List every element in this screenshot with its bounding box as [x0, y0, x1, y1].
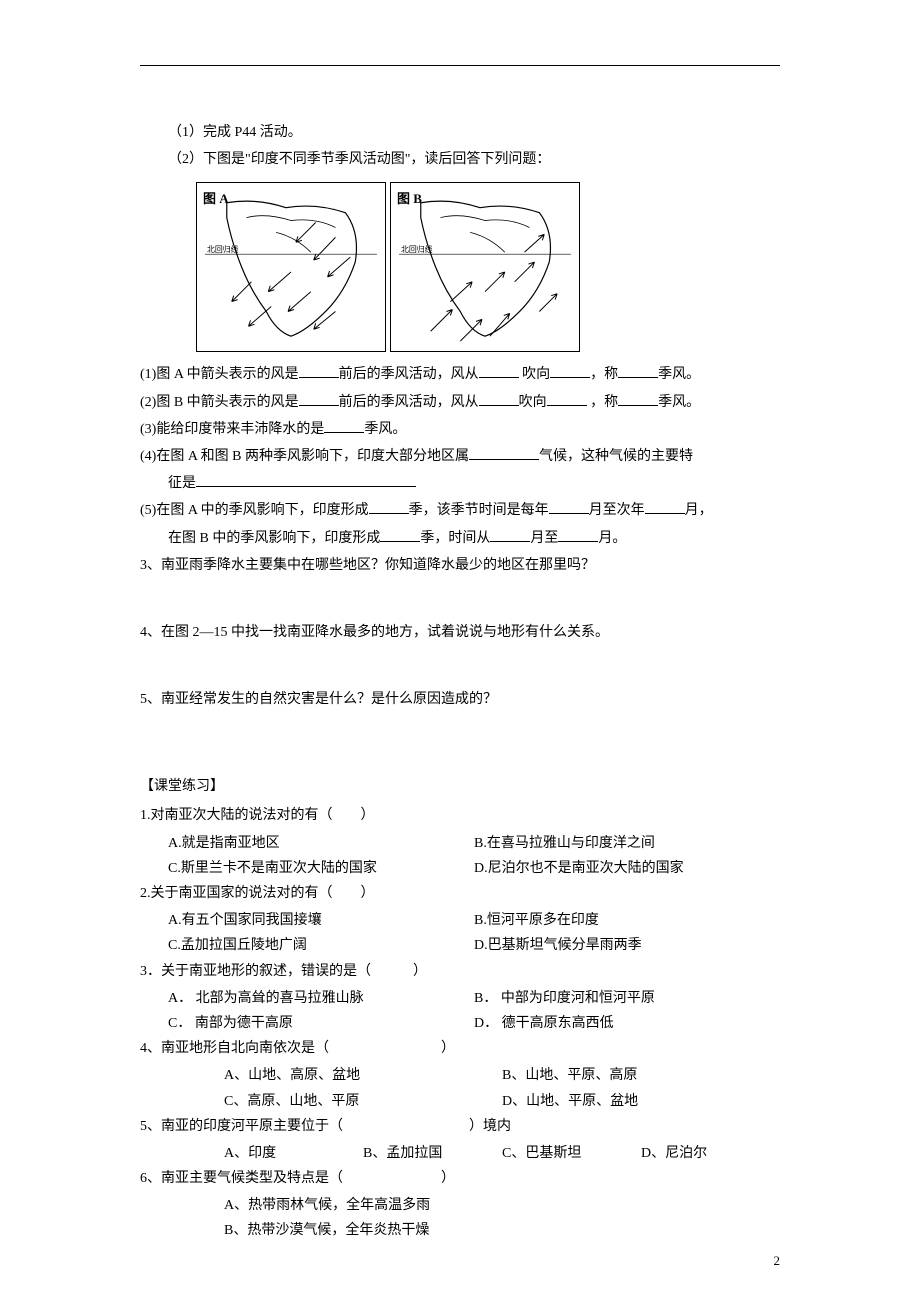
intro-line-1: （1）完成 P44 活动。	[140, 120, 780, 145]
intro-line-2: （2）下图是"印度不同季节季风活动图"，读后回答下列问题：	[140, 147, 780, 172]
practice-q3-stem: 3．关于南亚地形的叙述，错误的是（ ）	[140, 959, 780, 984]
q2-opt-d: D.巴基斯坦气候分旱雨两季	[474, 933, 780, 958]
q2-opt-c: C.孟加拉国丘陵地广阔	[168, 933, 474, 958]
blank	[550, 363, 590, 378]
blank	[479, 390, 519, 405]
q4-opt-b: B、山地、平原、高原	[502, 1063, 780, 1088]
q1-opt-c: C.斯里兰卡不是南亚次大陆的国家	[168, 856, 474, 881]
q5-opt-a: A、印度	[224, 1141, 363, 1166]
q4-text-c: 征是	[168, 476, 196, 491]
open-q5: 5、南亚经常发生的自然灾害是什么？是什么原因造成的？	[140, 687, 780, 712]
practice-q1-stem: 1.对南亚次大陆的说法对的有（ ）	[140, 803, 780, 828]
q1-text-c: 吹向	[519, 367, 551, 382]
open-q3: 3、南亚雨季降水主要集中在哪些地区？你知道降水最少的地区在那里吗？	[140, 553, 780, 578]
q1-text-e: 季风。	[658, 367, 700, 382]
blank	[380, 526, 420, 541]
blank	[645, 499, 685, 514]
q3-text-a: (3)能给印度带来丰沛降水的是	[140, 422, 324, 437]
blank	[299, 363, 339, 378]
document-body: （1）完成 P44 活动。 （2）下图是"印度不同季节季风活动图"，读后回答下列…	[140, 120, 780, 1244]
q3-opt-c: C． 南部为德干高原	[168, 1011, 474, 1036]
q3-opt-b: B． 中部为印度河和恒河平原	[474, 986, 780, 1011]
blank	[324, 417, 364, 432]
q5-opt-d: D、尼泊尔	[641, 1141, 780, 1166]
fill-q4-cont: 征是	[140, 471, 780, 496]
maps-figure: 图 A 北回归线 图 B	[196, 182, 780, 352]
q4-text-b: 气候，这种气候的主要特	[539, 449, 693, 464]
blank	[490, 526, 530, 541]
q4-text-a: (4)在图 A 和图 B 两种季风影响下，印度大部分地区属	[140, 449, 469, 464]
fill-q3: (3)能给印度带来丰沛降水的是 季风。	[140, 417, 780, 442]
q5-text-g: 月至	[530, 531, 558, 546]
q1-text-d: ，称	[590, 367, 618, 382]
q4-opt-c: C、高原、山地、平原	[224, 1089, 502, 1114]
q2-text-a: (2)图 B 中箭头表示的风是	[140, 395, 299, 410]
practice-q2-stem: 2.关于南亚国家的说法对的有（ ）	[140, 881, 780, 906]
practice-title: 【课堂练习】	[140, 774, 780, 799]
practice-q4-stem: 4、南亚地形自北向南依次是（ ）	[140, 1036, 780, 1061]
practice-q5-stem: 5、南亚的印度河平原主要位于（ ）境内	[140, 1114, 780, 1139]
map-b-label: 图 B	[397, 187, 422, 210]
practice-q5-options: A、印度 B、孟加拉国 C、巴基斯坦 D、尼泊尔	[140, 1141, 780, 1166]
fill-q2: (2)图 B 中箭头表示的风是 前后的季风活动，风从 吹向 ，称 季风。	[140, 390, 780, 415]
fill-q5: (5)在图 A 中的季风影响下，印度形成 季，该季节时间是每年 月至次年 月，	[140, 498, 780, 523]
q2-text-d: ，称	[587, 395, 619, 410]
fill-q4: (4)在图 A 和图 B 两种季风影响下，印度大部分地区属 气候，这种气候的主要特	[140, 444, 780, 469]
q1-text-a: (1)图 A 中箭头表示的风是	[140, 367, 299, 382]
practice-q1-options: A.就是指南亚地区 B.在喜马拉雅山与印度洋之间 C.斯里兰卡不是南亚次大陆的国…	[140, 831, 780, 881]
q1-text-b: 前后的季风活动，风从	[339, 367, 479, 382]
q2-text-e: 季风。	[658, 395, 700, 410]
map-b-box: 图 B 北回归线	[390, 182, 580, 352]
q1-opt-a: A.就是指南亚地区	[168, 831, 474, 856]
q5-text-f: 季，时间从	[420, 531, 490, 546]
q1-opt-b: B.在喜马拉雅山与印度洋之间	[474, 831, 780, 856]
q5-opt-c: C、巴基斯坦	[502, 1141, 641, 1166]
q5-text-b: 季，该季节时间是每年	[409, 503, 549, 518]
header-divider	[140, 65, 780, 66]
q1-opt-d: D.尼泊尔也不是南亚次大陆的国家	[474, 856, 780, 881]
q6-opt-a: A、热带雨林气候，全年高温多雨	[224, 1193, 780, 1218]
q5-text-c: 月至次年	[589, 503, 645, 518]
tropic-label-a: 北回归线	[207, 245, 239, 255]
practice-q4-options: A、山地、高原、盆地 B、山地、平原、高原 C、高原、山地、平原 D、山地、平原…	[140, 1063, 780, 1113]
q3-opt-a: A． 北部为高耸的喜马拉雅山脉	[168, 986, 474, 1011]
blank	[369, 499, 409, 514]
blank	[618, 390, 658, 405]
map-a-box: 图 A 北回归线	[196, 182, 386, 352]
fill-q1: (1)图 A 中箭头表示的风是 前后的季风活动，风从 吹向 ，称 季风。	[140, 362, 780, 387]
q5-text-d: 月，	[685, 503, 713, 518]
tropic-label-b: 北回归线	[401, 245, 433, 255]
blank	[469, 445, 539, 460]
blank	[196, 472, 416, 487]
q3-text-b: 季风。	[364, 422, 406, 437]
fill-q5-cont: 在图 B 中的季风影响下，印度形成 季，时间从 月至 月。	[140, 526, 780, 551]
q2-opt-b: B.恒河平原多在印度	[474, 908, 780, 933]
q2-text-c: 吹向	[519, 395, 547, 410]
q5-text-h: 月。	[598, 531, 626, 546]
blank	[479, 363, 519, 378]
practice-q6-options: A、热带雨林气候，全年高温多雨 B、热带沙漠气候，全年炎热干燥	[140, 1193, 780, 1243]
blank	[547, 390, 587, 405]
q6-opt-b: B、热带沙漠气候，全年炎热干燥	[224, 1218, 780, 1243]
q3-opt-d: D． 德干高原东高西低	[474, 1011, 780, 1036]
q5-opt-b: B、孟加拉国	[363, 1141, 502, 1166]
q2-text-b: 前后的季风活动，风从	[339, 395, 479, 410]
map-a-label: 图 A	[203, 187, 229, 210]
practice-q3-options: A． 北部为高耸的喜马拉雅山脉 B． 中部为印度河和恒河平原 C． 南部为德干高…	[140, 986, 780, 1036]
page-number: 2	[774, 1249, 781, 1272]
q4-opt-d: D、山地、平原、盆地	[502, 1089, 780, 1114]
q2-opt-a: A.有五个国家同我国接壤	[168, 908, 474, 933]
blank	[558, 526, 598, 541]
practice-q2-options: A.有五个国家同我国接壤 B.恒河平原多在印度 C.孟加拉国丘陵地广阔 D.巴基…	[140, 908, 780, 958]
q4-opt-a: A、山地、高原、盆地	[224, 1063, 502, 1088]
blank	[618, 363, 658, 378]
blank	[299, 390, 339, 405]
q5-text-e: 在图 B 中的季风影响下，印度形成	[168, 531, 380, 546]
practice-q6-stem: 6、南亚主要气候类型及特点是（ ）	[140, 1166, 780, 1191]
open-q4: 4、在图 2—15 中找一找南亚降水最多的地方，试着说说与地形有什么关系。	[140, 620, 780, 645]
blank	[549, 499, 589, 514]
q5-text-a: (5)在图 A 中的季风影响下，印度形成	[140, 503, 369, 518]
